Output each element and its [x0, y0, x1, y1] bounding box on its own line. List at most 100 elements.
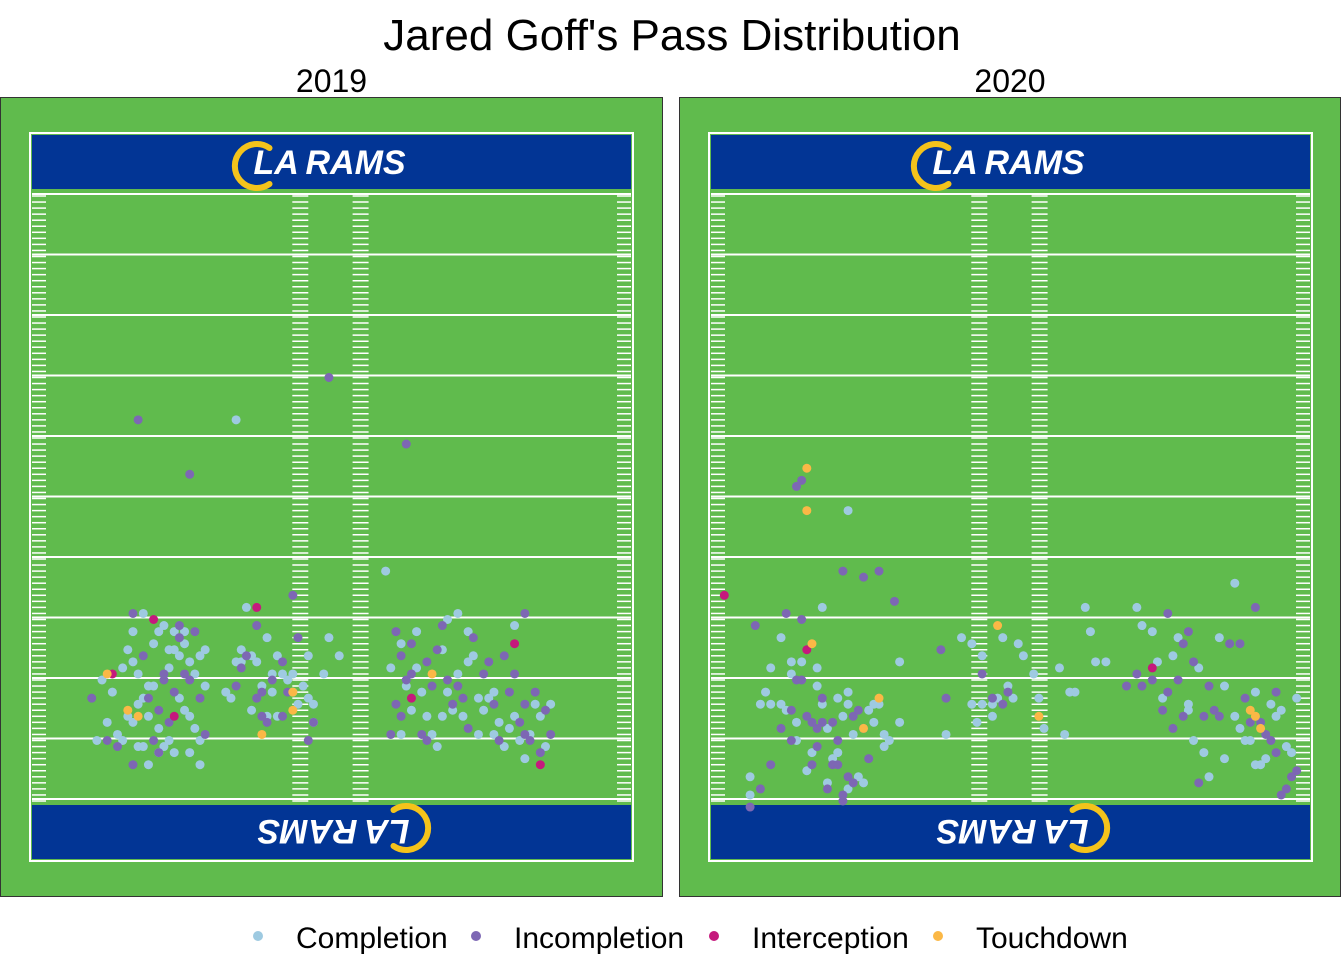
point-interception — [510, 639, 520, 649]
point-touchdown — [993, 621, 1003, 631]
point-completion — [159, 621, 169, 631]
point-completion — [520, 754, 530, 764]
rams-horn-icon — [910, 141, 952, 191]
data-points — [719, 463, 1302, 812]
point-incompletion — [1168, 723, 1178, 733]
point-incompletion — [427, 681, 437, 691]
point-completion — [1204, 772, 1214, 782]
point-completion — [1271, 711, 1281, 721]
point-incompletion — [812, 742, 822, 752]
point-completion — [957, 633, 967, 643]
field-outline — [29, 132, 634, 862]
point-incompletion — [864, 754, 874, 764]
point-completion — [967, 699, 977, 709]
point-completion — [1230, 578, 1240, 588]
point-completion — [1132, 602, 1142, 612]
point-incompletion — [149, 736, 159, 745]
point-touchdown — [427, 669, 437, 679]
point-incompletion — [303, 736, 313, 745]
point-completion — [272, 651, 282, 661]
point-incompletion — [87, 693, 97, 703]
point-completion — [848, 729, 858, 739]
point-completion — [247, 705, 257, 715]
point-incompletion — [1287, 772, 1297, 782]
point-completion — [154, 723, 164, 733]
point-completion — [1018, 651, 1028, 661]
point-completion — [998, 633, 1008, 643]
logo-name: RAMS — [985, 144, 1085, 182]
point-completion — [987, 711, 997, 721]
point-completion — [463, 657, 473, 667]
point-completion — [822, 723, 832, 733]
point-completion — [396, 729, 406, 739]
point-completion — [180, 627, 190, 637]
point-touchdown — [802, 506, 812, 516]
point-completion — [128, 627, 138, 637]
point-incompletion — [308, 717, 318, 727]
point-completion — [298, 681, 308, 691]
point-incompletion — [113, 742, 123, 752]
point-touchdown — [1256, 723, 1266, 733]
point-completion — [236, 645, 246, 655]
point-completion — [241, 602, 251, 612]
point-completion — [262, 633, 272, 643]
point-incompletion — [535, 748, 545, 758]
point-incompletion — [278, 657, 288, 667]
point-completion — [1250, 687, 1260, 697]
point-incompletion — [838, 566, 848, 576]
legend: Completion Incompletion Interception Touchd… — [253, 922, 1128, 955]
legend-item-completion: Completion — [253, 922, 448, 955]
point-completion — [499, 742, 509, 752]
point-incompletion — [1003, 687, 1013, 697]
point-completion — [489, 687, 499, 697]
point-completion — [1060, 729, 1070, 739]
point-incompletion — [453, 681, 463, 691]
point-incompletion — [802, 711, 812, 721]
point-touchdown — [802, 463, 812, 473]
point-incompletion — [437, 621, 447, 631]
point-completion — [200, 681, 210, 691]
point-completion — [1070, 687, 1080, 697]
logo-name: RAMS — [257, 812, 357, 850]
point-incompletion — [138, 651, 148, 661]
endzone-bottom — [711, 805, 1310, 859]
point-incompletion — [755, 784, 765, 794]
point-touchdown — [807, 639, 817, 649]
point-incompletion — [510, 669, 520, 679]
point-completion — [776, 699, 786, 709]
point-completion — [792, 717, 802, 727]
point-incompletion — [1292, 766, 1302, 776]
point-completion — [786, 657, 796, 667]
point-completion — [540, 742, 550, 752]
point-completion — [1276, 705, 1286, 715]
point-completion — [185, 657, 195, 667]
point-completion — [396, 639, 406, 649]
point-incompletion — [1199, 711, 1209, 721]
point-completion — [113, 729, 123, 739]
point-completion — [761, 687, 771, 697]
point-completion — [174, 651, 184, 661]
point-incompletion — [288, 590, 298, 600]
point-incompletion — [1204, 681, 1214, 691]
point-incompletion — [448, 699, 458, 709]
point-incompletion — [525, 736, 535, 745]
rams-horn-icon — [1069, 803, 1111, 853]
point-completion — [143, 760, 153, 770]
logo-prefix: LA — [254, 144, 299, 182]
point-incompletion — [494, 736, 504, 745]
point-completion — [174, 693, 184, 703]
point-completion — [489, 729, 499, 739]
point-completion — [169, 748, 179, 758]
point-incompletion — [200, 729, 210, 739]
logo-prefix: LA — [933, 144, 978, 182]
point-touchdown — [123, 705, 133, 715]
point-completion — [838, 711, 848, 721]
point-completion — [164, 736, 174, 745]
point-touchdown — [288, 705, 298, 715]
point-completion — [812, 663, 822, 673]
point-incompletion — [391, 699, 401, 709]
